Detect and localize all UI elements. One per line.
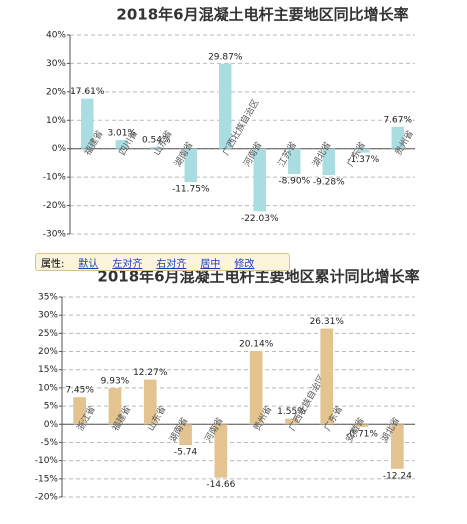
value-label: -0.71%	[346, 429, 378, 439]
value-label: -22.03%	[241, 214, 279, 224]
bar	[253, 148, 266, 212]
bar	[73, 397, 87, 425]
y-tick-label: -30%	[43, 230, 67, 240]
bar	[249, 351, 263, 425]
chart-title: 2018年6月混凝土电杆主要地区累计同比增长率	[97, 268, 419, 286]
bar	[391, 126, 404, 149]
value-label: -8.90%	[278, 177, 310, 187]
y-tick-label: -15%	[35, 474, 59, 484]
y-tick-label: -5%	[40, 438, 58, 448]
value-label: 9.93%	[101, 377, 130, 387]
y-tick-label: 40%	[46, 31, 66, 41]
bar	[179, 424, 192, 446]
y-tick-label: 0%	[52, 144, 67, 154]
value-label: 20.14%	[239, 340, 274, 350]
y-tick-label: 30%	[38, 311, 58, 321]
y-tick-label: 20%	[38, 347, 58, 357]
value-label: -12.24	[383, 471, 412, 481]
y-tick-label: 0%	[44, 420, 59, 430]
toolbar-link[interactable]: 默认	[78, 258, 99, 270]
value-label: 0.54%	[142, 136, 171, 146]
y-tick-label: 10%	[46, 116, 66, 126]
toolbar: 属性: 默认 左对齐 右对齐 居中 修改	[35, 253, 290, 271]
y-tick-label: -10%	[35, 456, 59, 466]
toolbar-link[interactable]: 居中	[200, 258, 221, 270]
bar	[390, 424, 404, 469]
value-label: 3.01%	[107, 129, 136, 139]
bar	[214, 424, 228, 478]
bar	[184, 148, 197, 183]
y-tick-label: -20%	[43, 201, 67, 211]
bar	[285, 418, 298, 425]
bar	[143, 379, 157, 425]
value-label: -5.74	[174, 448, 198, 458]
toolbar-link[interactable]: 右对齐	[156, 258, 187, 270]
chart-title: 2018年6月混凝土电杆主要地区同比增长率	[116, 6, 408, 24]
value-label: 29.87%	[208, 52, 243, 62]
y-tick-label: 25%	[38, 329, 58, 339]
value-label: -9.28%	[313, 178, 345, 188]
bar	[115, 140, 128, 149]
bar	[150, 147, 163, 149]
bar	[357, 148, 370, 153]
value-label: -14.66	[206, 480, 235, 490]
y-tick-label: 35%	[38, 293, 58, 303]
y-tick-label: 20%	[46, 87, 66, 97]
bar	[322, 148, 335, 176]
value-label: 26.31%	[310, 317, 345, 327]
y-tick-label: -20%	[35, 493, 59, 503]
y-tick-label: -10%	[43, 173, 67, 183]
value-label: 7.67%	[383, 115, 412, 125]
y-tick-label: 15%	[38, 365, 58, 375]
bar	[288, 148, 301, 175]
toolbar-link[interactable]: 修改	[234, 258, 255, 270]
value-label: 12.27%	[133, 368, 168, 378]
bar	[81, 98, 94, 149]
bar	[355, 424, 369, 427]
value-label: -1.37%	[347, 155, 379, 165]
value-label: 1.55%	[277, 407, 306, 417]
value-label: 17.61%	[70, 87, 105, 97]
y-tick-label: 5%	[44, 402, 59, 412]
value-label: -11.75%	[172, 185, 210, 195]
toolbar-label: 属性:	[41, 258, 65, 270]
y-tick-label: 10%	[38, 383, 58, 393]
bar	[219, 63, 232, 149]
bar	[320, 328, 334, 425]
value-label: 7.45%	[65, 386, 94, 396]
toolbar-link[interactable]: 左对齐	[112, 258, 143, 270]
bar	[108, 388, 122, 425]
y-tick-label: 30%	[46, 59, 66, 69]
